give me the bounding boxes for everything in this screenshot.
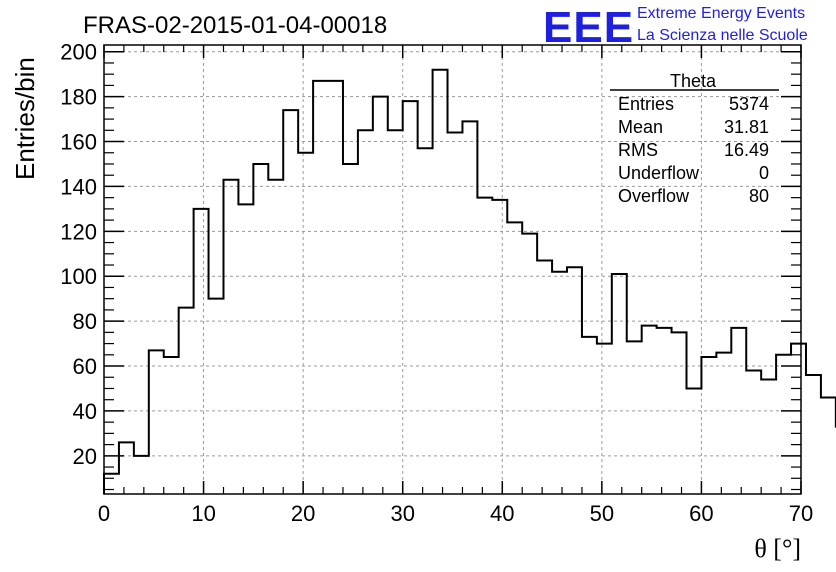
x-tick-label: 10 (191, 501, 215, 526)
stats-value: 5374 (729, 94, 769, 114)
y-tick-label: 120 (60, 219, 97, 244)
stats-value: 0 (759, 163, 769, 183)
x-tick-label: 50 (590, 501, 614, 526)
y-tick-label: 20 (73, 444, 97, 469)
y-tick-label: 60 (73, 354, 97, 379)
y-axis-label: Entries/bin (10, 57, 40, 180)
stats-label: Overflow (618, 186, 690, 206)
x-axis-label: θ [°] (754, 534, 801, 563)
stats-label: Underflow (618, 163, 700, 183)
stats-title: Theta (670, 71, 717, 91)
plot-frame (103, 44, 802, 495)
stats-box: Theta Entries 5374 Mean 31.81 RMS 16.49 Underf… (610, 71, 779, 206)
x-tick-label: 60 (689, 501, 713, 526)
stats-label: Mean (618, 117, 663, 137)
x-tick-label: 70 (789, 501, 813, 526)
y-tick-label: 160 (60, 130, 97, 155)
y-tick-label: 40 (73, 399, 97, 424)
y-tick-label: 200 (60, 40, 97, 65)
x-tick-label: 30 (390, 501, 414, 526)
logo-line-2: La Scienza nelle Scuole (637, 27, 808, 44)
logo-mark: EEE (543, 3, 634, 52)
eee-logo: EEE Extreme Energy Events La Scienza nel… (543, 3, 808, 52)
grid (104, 45, 801, 494)
stats-label: Entries (618, 94, 674, 114)
x-tick-labels: 0 10 20 30 40 50 60 70 (98, 501, 813, 526)
y-tick-label: 180 (60, 85, 97, 110)
stats-value: 31.81 (724, 117, 769, 137)
stats-rows: Entries 5374 Mean 31.81 RMS 16.49 Underflow 0 Ov… (618, 94, 769, 206)
chart-title: FRAS-02-2015-01-04-00018 (83, 12, 387, 39)
axis-ticks (103, 45, 802, 494)
y-tick-label: 140 (60, 174, 97, 199)
y-tick-label: 80 (73, 309, 97, 334)
stats-value: 16.49 (724, 140, 769, 160)
logo-line-1: Extreme Energy Events (637, 5, 805, 22)
x-tick-label: 20 (291, 501, 315, 526)
histogram-series (103, 68, 836, 494)
y-tick-label: 100 (60, 264, 97, 289)
x-tick-label: 0 (98, 501, 110, 526)
x-tick-label: 40 (490, 501, 514, 526)
y-tick-labels: 20 40 60 80 100 120 140 160 180 200 (60, 40, 97, 469)
stats-label: RMS (618, 140, 658, 160)
stats-value: 80 (749, 186, 769, 206)
